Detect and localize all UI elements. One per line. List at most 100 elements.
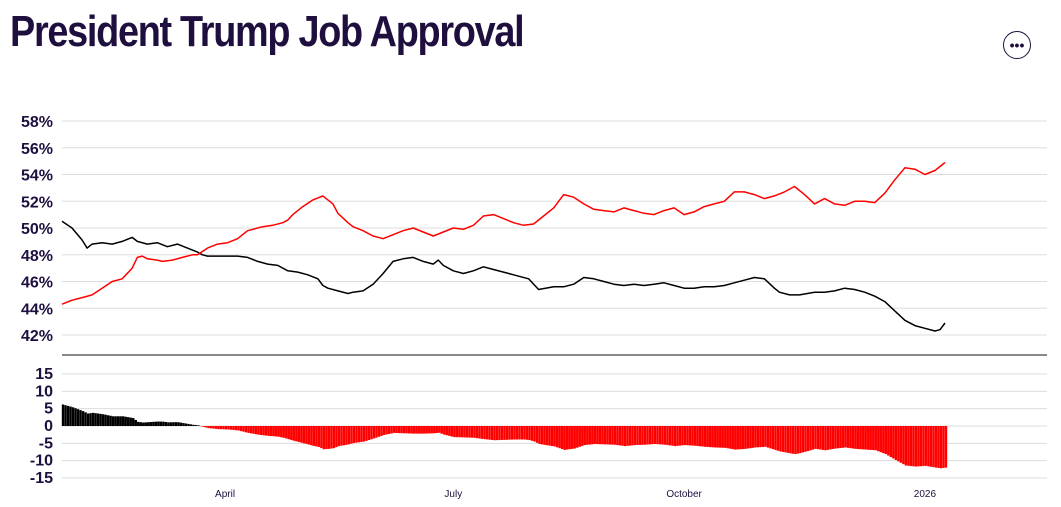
net-bar — [769, 426, 772, 449]
net-bar — [681, 426, 684, 446]
net-bar — [937, 426, 940, 468]
net-bar — [676, 426, 679, 446]
net-bar — [691, 426, 694, 446]
net-bar — [513, 426, 516, 440]
net-bar — [804, 426, 807, 452]
net-bar — [897, 426, 900, 462]
net-bar — [342, 426, 346, 446]
net-bar — [816, 426, 820, 450]
net-bar — [132, 418, 135, 426]
net-bar — [641, 426, 644, 445]
net-bar — [646, 426, 649, 445]
net-bar — [71, 407, 75, 426]
net-bar — [144, 422, 147, 426]
net-bar — [671, 426, 674, 446]
net-bar — [86, 413, 90, 426]
net-bar — [879, 426, 882, 453]
net-bar — [182, 423, 185, 426]
net-bar — [716, 426, 719, 448]
net-bar — [300, 426, 303, 443]
net-bar — [601, 426, 604, 445]
net-bar — [623, 426, 627, 447]
net-bar — [164, 422, 168, 426]
net-bar — [66, 405, 70, 426]
series-line-approve — [61, 220, 946, 332]
net-bar — [332, 426, 336, 449]
net-bar — [259, 426, 263, 436]
net-bar — [184, 423, 188, 426]
net-bar — [944, 426, 948, 468]
net-bar — [219, 426, 223, 430]
net-bar — [849, 426, 852, 449]
net-bar — [139, 422, 142, 426]
net-bar — [192, 424, 195, 426]
net-bar — [76, 409, 80, 426]
y-tick-label: 15 — [35, 366, 53, 383]
net-bar — [648, 426, 652, 445]
net-bar — [172, 422, 175, 426]
net-bar — [919, 426, 923, 467]
net-bar — [177, 422, 180, 426]
net-bar — [721, 426, 724, 448]
net-bar — [174, 422, 178, 426]
net-bar — [608, 426, 612, 445]
net-bar — [292, 426, 295, 441]
approval-series — [61, 161, 946, 332]
net-bar — [495, 426, 499, 441]
net-bar — [851, 426, 855, 449]
net-bar — [111, 416, 115, 426]
net-bar — [370, 426, 373, 440]
net-bar — [320, 426, 323, 449]
net-bar — [754, 426, 757, 448]
net-bar — [122, 416, 125, 426]
net-bar — [846, 426, 850, 448]
net-bar — [922, 426, 925, 467]
net-bar — [611, 426, 614, 445]
net-bar — [423, 426, 426, 434]
net-bar — [222, 426, 225, 430]
y-tick-label: 50% — [21, 221, 53, 238]
net-bar — [302, 426, 306, 444]
net-bar — [94, 413, 97, 426]
net-bar — [430, 426, 433, 434]
net-bar — [781, 426, 785, 452]
net-bar — [267, 426, 270, 436]
net-bar — [887, 426, 890, 456]
net-bar — [784, 426, 787, 453]
net-bar — [799, 426, 802, 454]
net-bar — [204, 426, 208, 428]
net-bar — [806, 426, 810, 452]
net-bar — [633, 426, 637, 446]
net-bar — [290, 426, 293, 440]
net-bar — [287, 426, 290, 440]
net-bar — [786, 426, 790, 453]
net-bar — [618, 426, 622, 446]
net-bar — [310, 426, 313, 446]
net-bar — [214, 426, 218, 429]
net-bar — [433, 426, 436, 434]
net-bar — [826, 426, 830, 450]
net-bar — [518, 426, 521, 440]
x-tick-label: October — [666, 489, 702, 500]
net-bar — [811, 426, 815, 450]
net-bar — [588, 426, 591, 445]
net-bar — [415, 426, 418, 434]
net-bar — [643, 426, 647, 445]
net-bar — [91, 412, 95, 426]
series-line-disapprove — [61, 161, 946, 305]
more-options-button[interactable]: ••• — [1003, 31, 1031, 59]
net-bar — [412, 426, 416, 434]
y-tick-label: -15 — [30, 470, 53, 487]
net-bar — [380, 426, 383, 436]
net-bar — [779, 426, 782, 452]
net-bar — [500, 426, 504, 440]
net-bar — [129, 417, 132, 426]
net-bar — [709, 426, 712, 448]
more-options-icon: ••• — [1009, 37, 1025, 53]
net-bar — [247, 426, 250, 433]
net-bar — [764, 426, 767, 447]
net-bar — [325, 426, 328, 450]
net-bar — [157, 421, 160, 426]
net-bar — [636, 426, 639, 445]
